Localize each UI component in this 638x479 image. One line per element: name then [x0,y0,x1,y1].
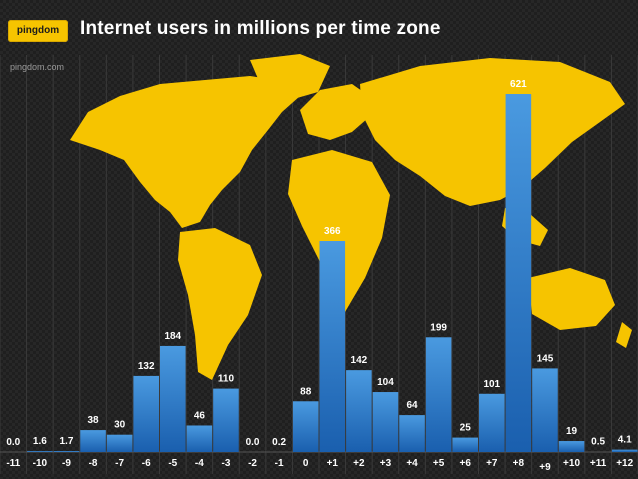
bar [558,441,585,452]
tick-label: +4 [406,458,418,469]
value-label: 4.1 [618,435,632,446]
value-label: 110 [218,374,235,385]
bar [479,393,505,452]
bar [346,370,372,452]
value-labels: 0.0 1.6 1.7 38 30 132 184 46 110 0.0 0.2 88 366 142 10… [6,79,632,448]
tick-label: +5 [433,458,445,469]
bar [319,241,346,452]
bar [160,345,186,452]
australia-shape [528,268,615,330]
tick-label: -1 [275,458,284,469]
world-map [70,54,632,380]
bar-series [27,94,638,452]
value-label: 145 [537,353,554,364]
tick-label: -8 [89,458,98,469]
value-label: 0.0 [6,437,20,448]
tick-label: -2 [248,458,257,469]
bar [27,451,53,452]
value-label: 64 [406,400,418,411]
bar [532,368,558,452]
tick-label: -9 [62,458,71,469]
bar [425,337,452,452]
tick-label: -10 [33,458,48,469]
bar [452,437,478,452]
africa-shape [288,150,390,312]
value-label: 184 [164,331,181,342]
value-label: 1.7 [60,436,74,447]
bar [292,401,319,452]
tick-label: +6 [460,458,472,469]
tick-label: +9 [539,462,551,473]
value-label: 25 [460,423,472,434]
logo-url: pingdom.com [10,62,65,72]
value-label: 621 [510,79,527,90]
greenland-shape [250,54,330,100]
tick-label: +2 [353,458,365,469]
x-tick-labels: -11 -10 -9 -8 -7 -6 -5 -4 -3 -2 -1 0 +1 +2 +3 +4 +5 +6 +7 +… [6,458,633,473]
tick-label: -7 [115,458,124,469]
new-zealand-shape [616,322,632,348]
bar [505,94,532,452]
value-label: 101 [483,379,500,390]
pingdom-logo: pingdom [8,20,68,42]
value-label: 19 [566,426,578,437]
bar [372,392,399,452]
bar [213,388,239,452]
tick-label: +11 [590,458,607,469]
value-label: 132 [138,361,155,372]
tick-label: +12 [616,458,633,469]
value-label: 0.2 [272,437,286,448]
bar [133,375,159,452]
value-label: 88 [300,386,312,397]
tick-label: -5 [168,458,177,469]
bar [186,425,213,452]
tick-label: +3 [380,458,392,469]
value-label: 46 [194,410,206,421]
tick-label: -4 [195,458,204,469]
value-label: 142 [351,355,368,366]
bar [80,430,106,452]
tick-label: +10 [563,458,580,469]
bar [106,434,133,452]
bar [53,451,80,452]
tick-label: +1 [327,458,339,469]
asia-shape [360,58,625,206]
tick-label: +7 [486,458,498,469]
value-label: 199 [430,322,447,333]
value-label: 104 [377,377,394,388]
europe-shape [300,84,372,140]
value-label: 0.5 [591,437,605,448]
tick-label: -11 [6,458,20,469]
bar [399,415,425,452]
value-label: 1.6 [33,436,47,447]
value-label: 30 [114,420,126,431]
bar [611,449,638,452]
south-america-shape [178,228,262,380]
value-label: 0.0 [246,437,260,448]
tick-label: -3 [222,458,231,469]
value-label: 366 [324,226,341,237]
tick-label: 0 [303,458,309,469]
north-america-shape [70,76,300,228]
tick-label: -6 [142,458,151,469]
value-label: 38 [87,415,99,426]
chart-title: Internet users in millions per time zone [80,18,441,39]
tick-label: +8 [513,458,525,469]
